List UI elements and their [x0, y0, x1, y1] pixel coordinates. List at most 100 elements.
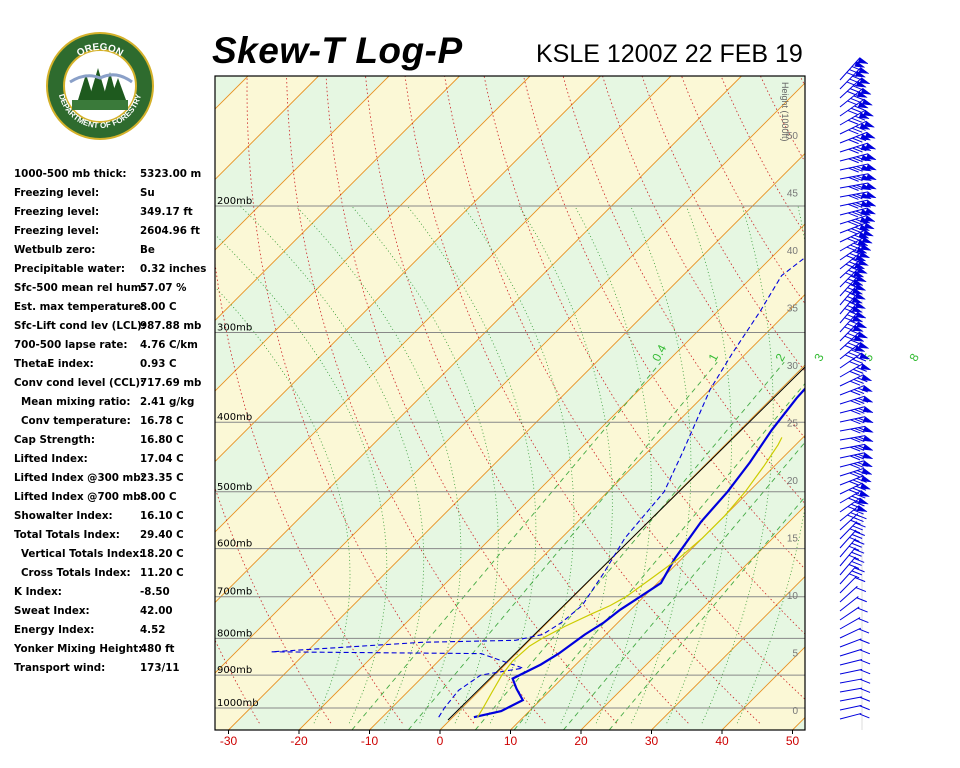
wind-barb [839, 173, 878, 182]
isotherm-line [863, 76, 960, 730]
index-row: Vertical Totals Index: 18.20 C [14, 548, 214, 567]
wind-barb [839, 712, 870, 720]
index-value: 4.52 [140, 624, 166, 636]
wind-barb-feather [850, 400, 861, 406]
wind-barb-feather [852, 358, 863, 364]
height-tick-label: 20 [787, 476, 799, 487]
mixing-ratio-line [474, 361, 785, 730]
isotherm-line [215, 76, 390, 251]
wind-barb-flag [864, 120, 876, 128]
wind-barb-feather [846, 255, 857, 261]
wind-barb-feather [851, 561, 862, 566]
wind-barb-staff [839, 275, 859, 297]
index-label: 1000-500 mb thick: [14, 168, 127, 180]
wind-barb-feather [855, 218, 866, 224]
wind-barb-feather [858, 417, 869, 423]
wind-barb-feather [848, 194, 859, 200]
index-row: Total Totals Index: 29.40 C [14, 529, 214, 548]
wind-barb-feather [859, 669, 871, 675]
wind-barb-feather [844, 317, 855, 323]
wind-barb-feather [849, 455, 861, 461]
wind-barb-flag [860, 133, 872, 141]
moist-adiabat-line [518, 205, 613, 724]
wind-barb [839, 363, 872, 378]
wind-barb-staff [839, 606, 860, 621]
dry-adiabat-line [681, 76, 805, 305]
index-value: 29.40 C [140, 529, 184, 541]
wind-barb [839, 87, 872, 108]
wind-barb-staff [839, 687, 863, 693]
wind-barb-feather [853, 95, 864, 101]
wind-barb [839, 416, 875, 425]
index-row: Est. max temperature: 8.00 C [14, 301, 214, 320]
index-row: Freezing level: 2604.96 ft [14, 225, 214, 244]
wind-barb-staff [839, 668, 863, 675]
wind-barb [839, 460, 874, 469]
wind-barb-staff [839, 229, 866, 243]
wind-barb [839, 131, 877, 145]
index-label: Freezing level: [14, 206, 100, 218]
wind-barb-feather [848, 564, 860, 569]
wind-barb-flag [863, 109, 875, 117]
wind-barb [839, 547, 865, 567]
wind-barb-flag [855, 275, 868, 283]
wind-barb [839, 452, 874, 461]
wind-barb-feather [859, 705, 870, 711]
wind-barb-flag [865, 142, 877, 150]
index-value: 23.35 C [140, 472, 184, 484]
wind-barb [839, 374, 873, 387]
wind-barb-feather [856, 184, 867, 190]
dry-adiabat-line [835, 0, 960, 723]
wind-barb-feather [852, 185, 863, 191]
stability-indices-panel: 1000-500 mb thick: 5323.00 m Freezing leve… [14, 168, 214, 681]
wind-barb-feather [844, 335, 855, 341]
wind-barb-feather [850, 437, 861, 443]
wind-barb-flag [854, 345, 866, 352]
moist-adiabat-line [701, 205, 774, 724]
wind-barb [839, 638, 870, 648]
wind-barb [839, 395, 874, 406]
wind-barb-flag [865, 163, 878, 171]
wind-barb [839, 687, 871, 693]
wind-barb-feather [851, 211, 863, 217]
wind-barb [839, 513, 867, 531]
wind-barb-feather [849, 472, 860, 478]
wind-barb-staff [839, 416, 866, 423]
index-row: Mean mixing ratio: 2.41 g/kg [14, 396, 214, 415]
wind-barb-staff [839, 521, 858, 540]
height-tick-label: 40 [787, 246, 799, 257]
wind-barb-feather [856, 156, 867, 162]
moist-adiabat-line [666, 205, 732, 724]
index-row: K Index: -8.50 [14, 586, 214, 605]
wind-barb-feather [857, 607, 868, 613]
wind-barb-flag [862, 460, 874, 468]
wind-barb-feather [854, 408, 865, 414]
wind-barb [839, 704, 870, 711]
wind-barb-staff [839, 236, 865, 252]
wind-barb-feather [854, 577, 866, 583]
index-value: 2604.96 ft [140, 225, 200, 237]
wind-barb-feather [845, 281, 856, 287]
wind-barb-flag [860, 87, 872, 95]
wind-barb [839, 215, 876, 227]
wind-barb-feather [848, 351, 859, 357]
pressure-label: 700mb [217, 587, 252, 598]
index-row: Transport wind: 173/11 [14, 662, 214, 681]
index-row: Lifted Index @700 mb: 8.00 C [14, 491, 214, 510]
wind-barb-feather [847, 212, 859, 218]
height-tick-label: 35 [787, 304, 799, 315]
wind-barb-flag [856, 321, 868, 329]
isotherm-line [215, 76, 601, 463]
index-label: Yonker Mixing Height: [14, 643, 143, 655]
index-row: 700-500 lapse rate: 4.76 C/km [14, 339, 214, 358]
index-value: 2.41 g/kg [140, 396, 195, 408]
wind-barb-feather [854, 501, 865, 507]
isotherm-line [215, 76, 249, 110]
wind-barb-staff [839, 406, 866, 414]
wind-barb-flag [865, 191, 877, 199]
index-row: Freezing level: 349.17 ft [14, 206, 214, 225]
wind-barb [839, 658, 871, 666]
wind-barb-feather [857, 453, 869, 459]
wind-barb-staff [839, 321, 860, 342]
wind-barb [839, 222, 876, 235]
